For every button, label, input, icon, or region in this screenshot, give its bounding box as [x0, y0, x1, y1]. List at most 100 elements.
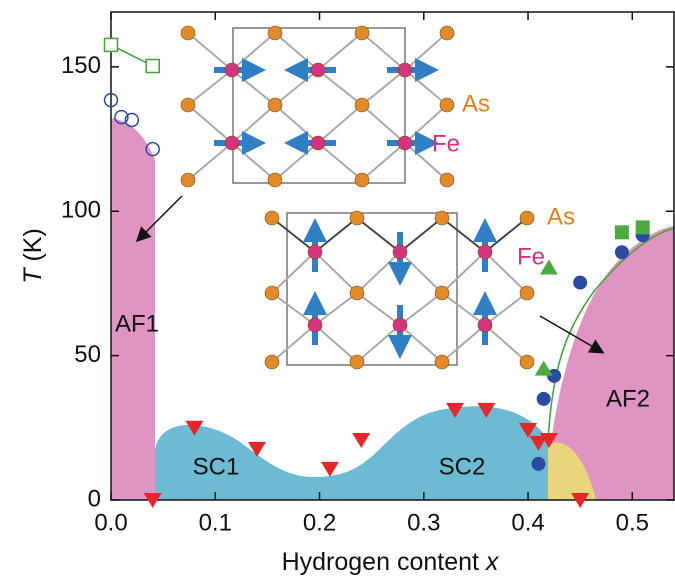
bond: [400, 218, 442, 252]
atom: [308, 245, 322, 259]
point: [573, 276, 587, 290]
region-label: AF1: [115, 310, 159, 337]
x-tick-label: 0.0: [94, 509, 127, 536]
atom: [355, 173, 369, 187]
atom: [265, 286, 279, 300]
bond: [188, 33, 232, 70]
point: [105, 38, 118, 51]
chart: Hydrogen content x T (K) AsFeAsFeAF1SC1S…: [0, 0, 675, 579]
bond: [315, 293, 357, 325]
bond: [272, 218, 315, 252]
y-tick-label: 0: [88, 485, 101, 512]
bond: [232, 33, 275, 70]
bond: [362, 143, 405, 180]
atom: [311, 136, 325, 150]
atom: [435, 211, 449, 225]
x-tick-label: 0.5: [616, 509, 649, 536]
atom: [355, 26, 369, 40]
atom: [398, 136, 412, 150]
bond: [315, 218, 357, 252]
bond: [188, 105, 232, 143]
atom: [350, 286, 364, 300]
bond: [232, 105, 275, 143]
atom: [520, 355, 534, 369]
bond: [405, 70, 447, 105]
y-tick-label: 100: [61, 197, 101, 224]
bond: [362, 70, 405, 105]
crystal-insets: [181, 26, 534, 369]
region-label: SC2: [439, 453, 486, 480]
atom: [311, 63, 325, 77]
atom: [350, 355, 364, 369]
atom: [225, 136, 239, 150]
bond: [275, 70, 318, 105]
atom: [440, 173, 454, 187]
atom: [398, 63, 412, 77]
atom: [181, 26, 195, 40]
atom: [520, 286, 534, 300]
atom: [181, 98, 195, 112]
atom-label: Fe: [432, 130, 460, 157]
atom: [435, 286, 449, 300]
atom: [268, 173, 282, 187]
atom: [478, 318, 492, 332]
atom: [478, 245, 492, 259]
x-tick-label: 0.1: [199, 509, 232, 536]
bond: [442, 325, 485, 362]
bond: [188, 143, 232, 180]
bond: [405, 33, 447, 70]
atom: [265, 355, 279, 369]
bond: [318, 70, 362, 105]
point: [636, 220, 650, 234]
atom: [225, 63, 239, 77]
bond: [232, 70, 275, 105]
bond: [318, 105, 362, 143]
bond: [400, 325, 442, 362]
y-tick-label: 50: [74, 341, 101, 368]
atom-label: As: [547, 203, 575, 230]
point: [615, 245, 629, 259]
bond: [400, 252, 442, 293]
bond: [442, 252, 485, 293]
bond: [442, 218, 485, 252]
y-axis-label: T (K): [19, 228, 47, 284]
bond: [357, 218, 400, 252]
point: [531, 457, 545, 471]
atom: [440, 26, 454, 40]
af1-region: [111, 118, 155, 500]
bond: [315, 325, 357, 362]
x-tick-label: 0.2: [303, 509, 336, 536]
atom: [355, 98, 369, 112]
point: [352, 433, 370, 448]
bond: [357, 325, 400, 362]
bond: [357, 293, 400, 325]
point: [146, 59, 159, 72]
atom: [520, 211, 534, 225]
atom: [435, 355, 449, 369]
point: [535, 361, 553, 376]
bond: [357, 252, 400, 293]
bond: [272, 293, 315, 325]
atom: [308, 318, 322, 332]
y-tick-label: 150: [61, 52, 101, 79]
x-axis-label: Hydrogen content x: [282, 548, 500, 576]
bond: [485, 325, 527, 362]
bond: [315, 252, 357, 293]
atom: [265, 211, 279, 225]
point: [321, 462, 339, 477]
y-label-unit: (K): [19, 228, 47, 261]
bond: [275, 105, 318, 143]
x-tick-label: 0.3: [407, 509, 440, 536]
bond: [318, 143, 362, 180]
atom-label: Fe: [517, 243, 545, 270]
bond: [272, 252, 315, 293]
bond: [442, 293, 485, 325]
point: [537, 392, 551, 406]
bond: [275, 143, 318, 180]
bond: [232, 143, 275, 180]
atom: [350, 211, 364, 225]
region-label: SC1: [193, 453, 240, 480]
bond: [362, 105, 405, 143]
bond: [362, 33, 405, 70]
atom: [268, 26, 282, 40]
